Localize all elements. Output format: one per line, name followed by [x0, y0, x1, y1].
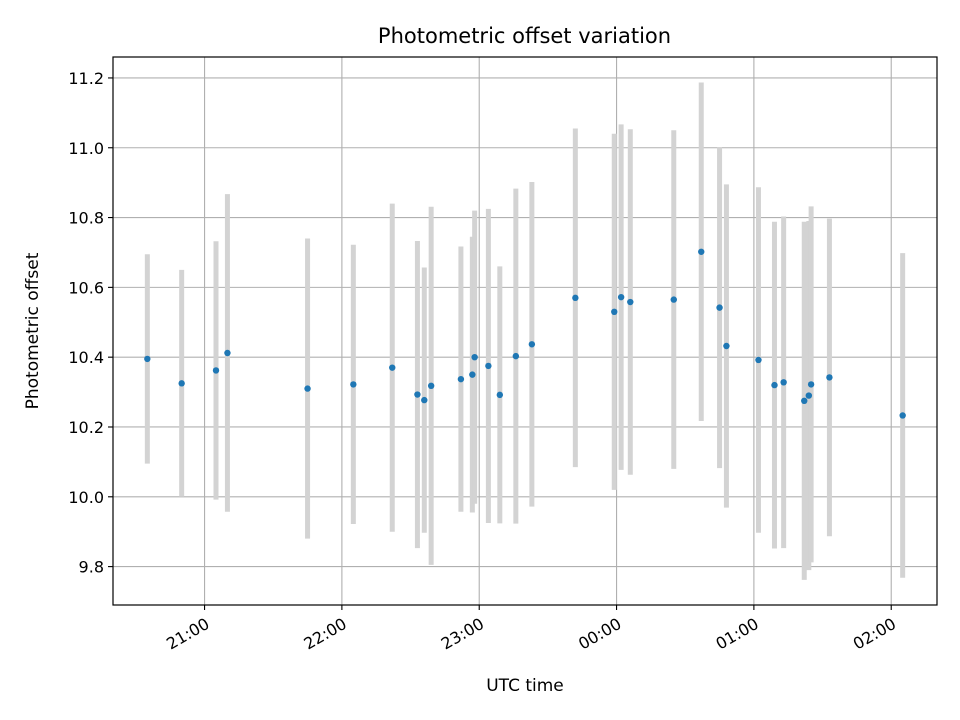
data-point — [716, 304, 723, 311]
x-axis-label: UTC time — [486, 676, 564, 696]
data-point — [771, 381, 778, 389]
data-point — [469, 371, 476, 378]
data-point — [780, 379, 787, 386]
data-point — [755, 356, 762, 364]
data-point — [389, 364, 396, 371]
grid — [113, 57, 937, 605]
y-tick-label: 11.2 — [68, 69, 104, 88]
data-point — [826, 374, 833, 381]
data-point — [572, 294, 579, 302]
data-point — [627, 298, 634, 306]
data-point — [224, 349, 231, 357]
data-point — [899, 412, 906, 419]
data-point — [617, 293, 625, 301]
data-point — [528, 341, 536, 348]
data-point — [670, 296, 677, 303]
data-point — [801, 397, 808, 405]
y-axis-label: Photometric offset — [23, 252, 43, 409]
y-tick-label: 10.4 — [68, 348, 104, 367]
y-tick-label: 9.8 — [79, 558, 104, 577]
data-point — [414, 391, 421, 398]
y-tick-label: 11.0 — [68, 139, 104, 158]
y-axis: 9.8 10.0 10.2 10.4 10.6 10.8 11.0 11.2 — [68, 69, 113, 577]
data-point — [471, 353, 478, 361]
data-point — [496, 391, 504, 399]
data-point — [805, 392, 813, 399]
y-tick-label: 10.2 — [68, 418, 104, 437]
chart-title: Photometric offset variation — [378, 24, 671, 48]
data-point — [807, 381, 815, 388]
data-point — [512, 352, 520, 360]
data-point — [144, 355, 151, 363]
data-point — [421, 396, 428, 404]
data-point — [427, 382, 435, 389]
plot-frame — [112, 56, 938, 606]
data-point — [485, 362, 492, 370]
data-point — [178, 380, 185, 387]
data-point — [457, 375, 465, 383]
data-point — [611, 308, 618, 316]
data-point — [212, 367, 220, 374]
data-point — [723, 342, 730, 350]
y-tick-label: 10.0 — [68, 488, 104, 507]
y-tick-label: 10.8 — [68, 209, 104, 228]
data-point — [350, 381, 357, 388]
data-points — [144, 248, 906, 419]
y-tick-label: 10.6 — [68, 278, 104, 297]
data-point — [698, 248, 705, 255]
data-point — [304, 385, 311, 392]
